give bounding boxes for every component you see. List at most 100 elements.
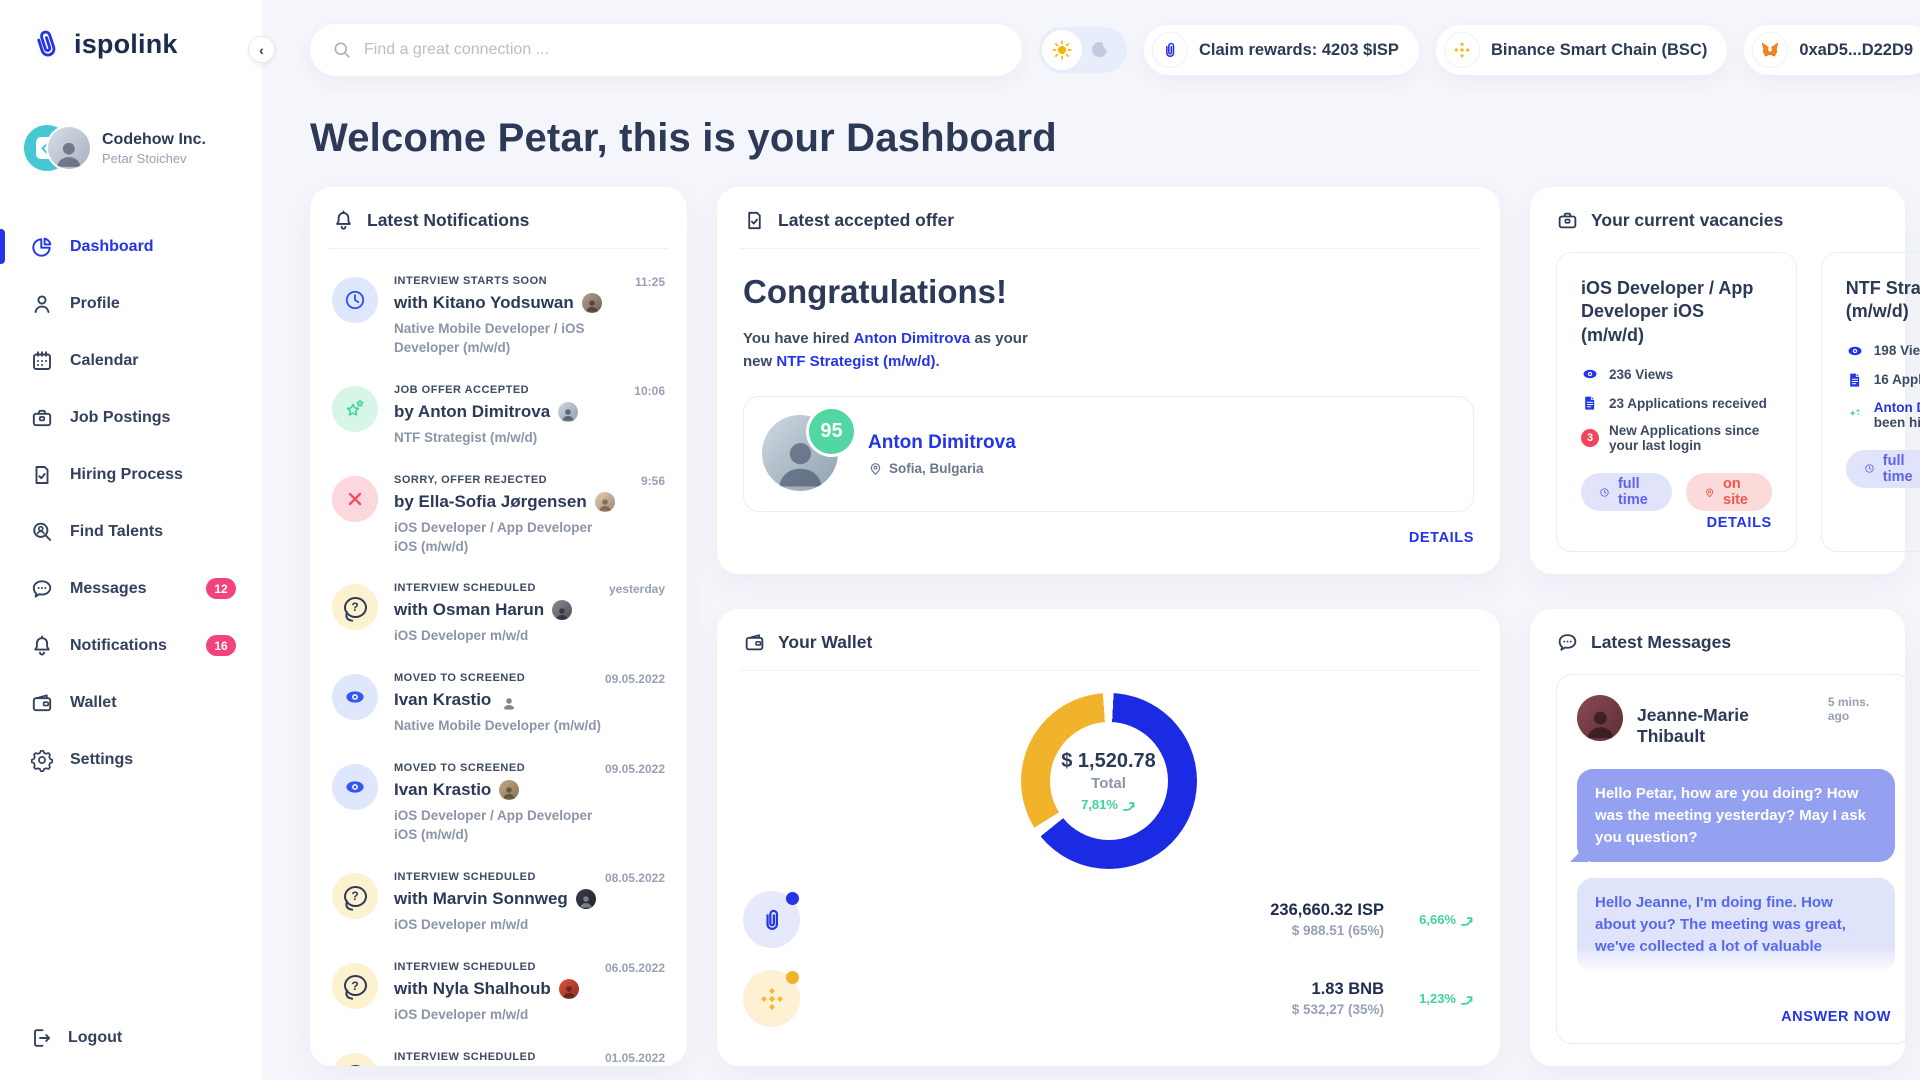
notification-time: 11:25: [634, 275, 665, 289]
eye-icon: [332, 674, 378, 721]
applications-stat: 23 Applications received: [1581, 394, 1772, 412]
trend-up-icon: [1461, 995, 1473, 1005]
sidebar-item-dashboard[interactable]: Dashboard: [0, 218, 262, 275]
current-vacancies-card: Your current vacancies iOS Developer / A…: [1530, 187, 1920, 574]
bell-icon: [336, 210, 351, 230]
sidebar-item-label: Messages: [70, 579, 147, 597]
notification-name: Ivan Krastio: [394, 780, 492, 800]
clock-icon: [1865, 464, 1874, 473]
bell-icon: [34, 635, 50, 656]
card-title: Latest Notifications: [367, 210, 530, 230]
notification-subtitle: Native Mobile Developer / iOS Developer …: [394, 321, 585, 355]
sidebar-item-find-talents[interactable]: Find Talents: [0, 503, 262, 560]
notification-interview-starts-soon[interactable]: INTERVIEW STARTS SOON 11:25 with Kitano Y…: [332, 255, 665, 364]
vacancy-card-ntf-strategist[interactable]: NTF Strategist (m/w/d) 198 Views 16 Appl…: [1820, 252, 1920, 552]
notification-title: INTERVIEW SCHEDULED: [394, 582, 536, 595]
logout-button[interactable]: Logout: [0, 1026, 262, 1050]
offer-text-part: as your new: [743, 330, 1028, 371]
message-time: 5 mins. ago: [1827, 695, 1870, 723]
notification-time: 06.05.2022: [604, 960, 665, 975]
notification-subtitle: iOS Developer m/w/d: [394, 1006, 529, 1022]
message-thread-jeanne[interactable]: Jeanne-Marie Thibault 5 mins. ago Hello …: [1556, 674, 1912, 1044]
card-header: Latest Messages: [1556, 631, 1879, 654]
brand-name: ispolink: [74, 28, 178, 59]
sidebar-item-job-postings[interactable]: Job Postings: [0, 389, 262, 446]
notification-interview-scheduled-cut[interactable]: ? INTERVIEW SCHEDULED 01.05.2022: [332, 1031, 665, 1066]
sidebar-item-notifications[interactable]: Notifications 16: [0, 617, 262, 674]
notification-subtitle: iOS Developer m/w/d: [394, 917, 529, 933]
hired-name-link[interactable]: Anton Dimitrova: [853, 330, 971, 347]
search-input[interactable]: [364, 41, 1000, 59]
sidebar-item-hiring-process[interactable]: Hiring Process: [0, 446, 262, 503]
sidebar-item-messages[interactable]: Messages 12: [0, 560, 262, 617]
new-applications-count-badge: 3: [1581, 429, 1599, 448]
person-icon: [34, 294, 50, 313]
sidebar-item-settings[interactable]: Settings: [0, 731, 262, 788]
vacancy-details-link[interactable]: DETAILS: [1706, 515, 1772, 531]
company-account[interactable]: Codehow Inc. Petar Stoichev: [24, 124, 262, 172]
asset-usd-value: $ 532,27 (35%): [1291, 1002, 1384, 1017]
tag-label: on site: [1723, 476, 1749, 509]
new-applications-label: New Applications since your last login: [1609, 423, 1760, 454]
isp-color-dot: [786, 892, 799, 905]
notification-moved-to-screened-2[interactable]: MOVED TO SCREENED 09.05.2022 Ivan Krastio…: [332, 742, 665, 851]
brand[interactable]: ispolink: [0, 26, 262, 62]
notification-name: Ivan Krastio: [394, 690, 492, 710]
avatar: [499, 780, 520, 801]
gear-icon: [30, 749, 54, 772]
candidate-location: Sofia, Bulgaria: [868, 461, 1016, 476]
notification-time: yesterday: [608, 582, 665, 597]
question-bubble-icon: ?: [332, 584, 378, 631]
notification-time: 9:56: [640, 473, 665, 488]
card-header: Your current vacancies: [1556, 209, 1879, 232]
sidebar-collapse-button[interactable]: ‹: [248, 36, 275, 63]
wallet-asset-isp[interactable]: 236,660.32 ISP $ 988.51 (65%) 6,66%: [743, 891, 1474, 948]
on-site-tag: on site: [1685, 473, 1772, 512]
paperclip-token-icon: [1152, 32, 1188, 68]
offer-text-part: You have hired: [743, 330, 850, 347]
hired-candidate-link[interactable]: Anton Dimitrova: [1873, 399, 1920, 415]
applications-stat: 16 Applications received: [1846, 371, 1920, 389]
congratulations-headline: Congratulations!: [743, 273, 1007, 310]
notification-job-offer-accepted[interactable]: JOB OFFER ACCEPTED 10:06 by Anton Dimitro…: [332, 364, 665, 454]
sidebar-item-calendar[interactable]: Calendar: [0, 332, 262, 389]
sidebar-item-label: Job Postings: [70, 408, 171, 426]
trend-up-icon: [1122, 801, 1135, 811]
candidate-name[interactable]: Anton Dimitrova: [868, 431, 1016, 453]
wallet-address-button[interactable]: 0xaD5...D22D9: [1744, 25, 1920, 75]
sidebar-item-label: Settings: [70, 750, 134, 768]
search-bar[interactable]: [310, 24, 1022, 76]
notification-interview-scheduled-marvin[interactable]: ? INTERVIEW SCHEDULED 08.05.2022 with Mar…: [332, 851, 665, 941]
applications-label: 16 Applications received: [1873, 372, 1920, 388]
notification-subtitle: iOS Developer m/w/d: [394, 628, 529, 644]
card-title: Latest Messages: [1591, 632, 1732, 652]
candidate-card[interactable]: 95 Anton Dimitrova Sofia, Bulgaria: [743, 395, 1474, 512]
notification-time: 09.05.2022: [604, 672, 665, 687]
chevron-left-icon: ‹: [259, 41, 264, 58]
views-stat: 198 Views: [1846, 342, 1920, 360]
notification-moved-to-screened-1[interactable]: MOVED TO SCREENED 09.05.2022 Ivan Krastio…: [332, 652, 665, 742]
notification-interview-scheduled-osman[interactable]: ? INTERVIEW SCHEDULED yesterday with Osma…: [332, 562, 665, 652]
vacancy-title: NTF Strategist (m/w/d): [1845, 278, 1920, 322]
company-avatars: [24, 124, 90, 172]
sidebar-item-wallet[interactable]: Wallet: [0, 674, 262, 731]
vacancy-card-ios-developer[interactable]: iOS Developer / App Developer iOS (m/w/d…: [1556, 252, 1797, 552]
vacancy-details-link[interactable]: DETAILS: [1846, 515, 1920, 531]
claim-rewards-button[interactable]: Claim rewards: 4203 $ISP: [1144, 25, 1419, 75]
offer-details-link[interactable]: DETAILS: [1408, 529, 1474, 546]
metamask-fox-icon: [1752, 32, 1789, 68]
notification-name: with Kitano Yodsuwan: [394, 293, 574, 312]
hired-role-link[interactable]: NTF Strategist (m/w/d): [776, 353, 936, 371]
wallet-asset-bnb[interactable]: 1.83 BNB $ 532,27 (35%) 1,23%: [743, 970, 1474, 1027]
notification-interview-scheduled-nyla[interactable]: ? INTERVIEW SCHEDULED 06.05.2022 with Nyl…: [332, 941, 665, 1031]
notification-name: with Osman Harun: [394, 600, 545, 620]
hired-label: Anton Dimitrova has been hired!: [1874, 400, 1920, 430]
network-selector[interactable]: Binance Smart Chain (BSC): [1435, 25, 1728, 75]
notification-offer-rejected[interactable]: SORRY, OFFER REJECTED 9:56 by Ella-Sofia …: [332, 454, 665, 563]
trend-value: 6,66%: [1419, 912, 1456, 927]
answer-now-link[interactable]: ANSWER NOW: [1781, 1009, 1891, 1025]
sidebar-item-profile[interactable]: Profile: [0, 275, 262, 332]
tag-label: full time: [1617, 476, 1648, 509]
trend-value: 7,81%: [1081, 797, 1118, 812]
theme-toggle[interactable]: [1039, 27, 1127, 73]
